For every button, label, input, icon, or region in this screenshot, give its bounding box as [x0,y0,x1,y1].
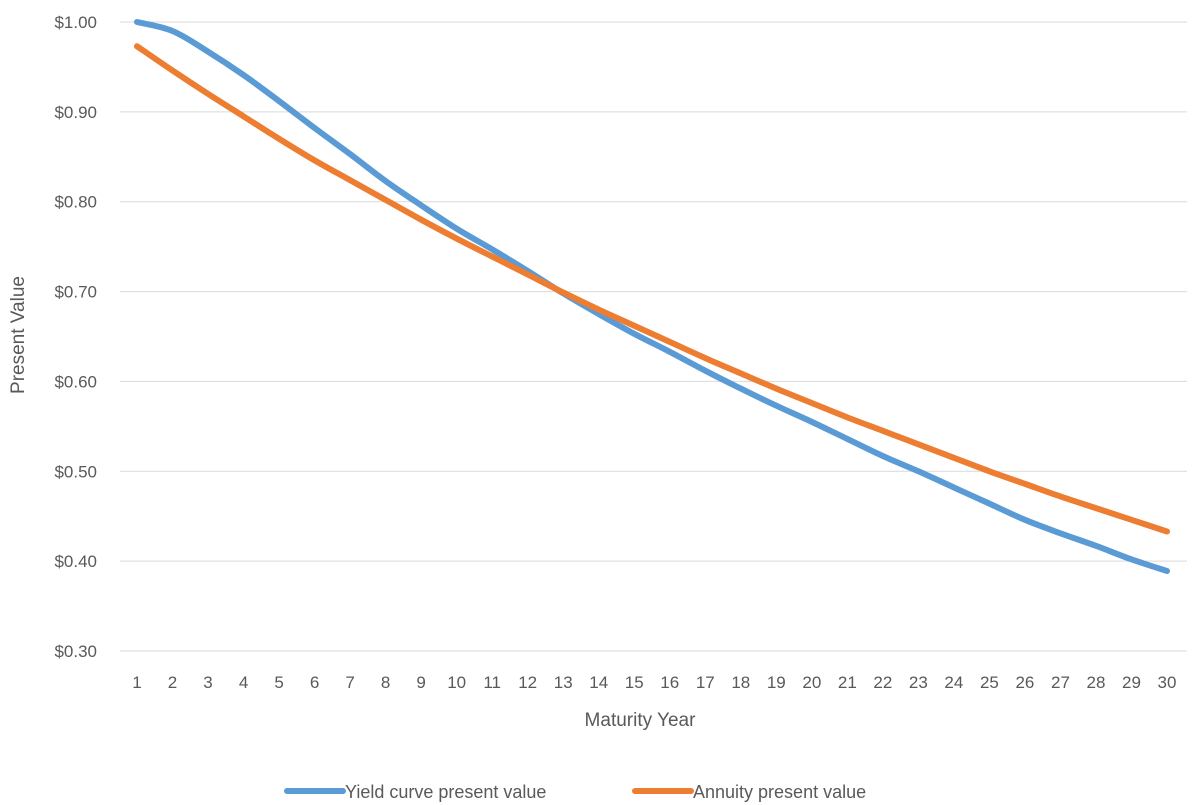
series-lines [134,19,1170,575]
y-tick-label: $0.50 [54,462,97,481]
x-tick-label: 11 [483,673,501,692]
x-tick-label: 17 [696,673,715,692]
x-tick-label: 10 [447,673,466,692]
series-line-yield-curve [134,19,1170,575]
x-axis-title: Maturity Year [585,710,697,731]
x-tick-label: 7 [345,673,354,692]
x-tick-label: 15 [625,673,644,692]
y-tick-label: $0.90 [54,103,97,122]
x-tick-label: 1 [132,673,141,692]
y-tick-label: $0.30 [54,642,97,661]
x-tick-label: 3 [203,673,212,692]
x-tick-label: 24 [944,673,963,692]
x-tick-label: 16 [660,673,679,692]
y-tick-label: $1.00 [54,13,97,32]
x-axis-ticks: 1 2 3 4 5 6 7 8 9 10 11 12 13 14 15 16 17 18 19 20 21 22 23 24 2… [132,673,1176,692]
x-tick-label: 2 [168,673,177,692]
x-tick-label: 20 [802,673,821,692]
series-line-annuity [134,43,1170,535]
x-tick-label: 22 [873,673,892,692]
legend-label-yield-curve: Yield curve present value [345,782,546,802]
x-tick-label: 6 [310,673,319,692]
y-tick-label: $0.80 [54,193,97,212]
x-tick-label: 8 [381,673,390,692]
x-tick-label: 29 [1122,673,1141,692]
x-tick-label: 27 [1051,673,1070,692]
y-axis-title: Present Value [8,276,29,394]
legend: Yield curve present value Annuity presen… [284,782,866,802]
y-tick-label: $0.40 [54,552,97,571]
y-tick-label: $0.60 [54,372,97,391]
x-tick-label: 26 [1015,673,1034,692]
x-tick-label: 5 [274,673,283,692]
y-tick-label: $0.70 [54,283,97,302]
x-tick-label: 4 [239,673,248,692]
x-tick-label: 30 [1158,673,1177,692]
x-tick-label: 14 [589,673,608,692]
y-axis-ticks: $1.00 $0.90 $0.80 $0.70 $0.60 $0.50 $0.40 $0.30 [54,13,97,661]
legend-label-annuity: Annuity present value [693,782,866,802]
x-tick-label: 28 [1087,673,1106,692]
x-tick-label: 19 [767,673,786,692]
x-tick-label: 9 [416,673,425,692]
x-tick-label: 12 [518,673,537,692]
x-tick-label: 13 [554,673,573,692]
x-tick-label: 23 [909,673,928,692]
x-tick-label: 18 [731,673,750,692]
x-tick-label: 25 [980,673,999,692]
x-tick-label: 21 [838,673,857,692]
